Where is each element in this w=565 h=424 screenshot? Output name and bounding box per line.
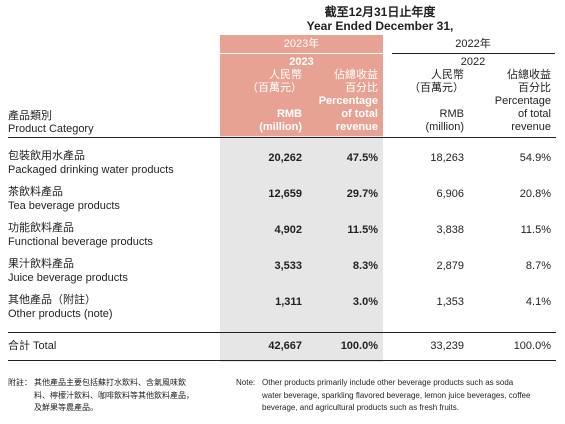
cell-pct-2023: 11.5% bbox=[347, 224, 378, 236]
header-2022-rmb: 人民幣 （百萬元） RMB (million) bbox=[409, 69, 464, 133]
total-label: 合計 Total bbox=[8, 340, 57, 352]
cell-rmb-2022: 18,263 bbox=[430, 152, 464, 164]
cell-pct-2023: 8.3% bbox=[352, 260, 378, 272]
column-2023-body-band bbox=[220, 136, 383, 362]
total-rmb-2022: 33,239 bbox=[430, 340, 464, 352]
cell-rmb-2023: 1,311 bbox=[275, 296, 302, 308]
cell-pct-2022: 20.8% bbox=[519, 188, 551, 200]
table-row-label: 果汁飲料產品 Juice beverage products bbox=[8, 258, 128, 284]
cell-pct-2022: 11.5% bbox=[520, 224, 551, 236]
year-2022-divider bbox=[392, 53, 555, 54]
total-rmb-2023: 42,667 bbox=[268, 340, 302, 352]
year-2022-en: 2022 bbox=[460, 56, 486, 68]
cell-pct-2023: 29.7% bbox=[346, 188, 378, 200]
cell-rmb-2023: 20,262 bbox=[268, 152, 302, 164]
cell-pct-2023: 47.5% bbox=[346, 152, 378, 164]
cell-rmb-2022: 2,879 bbox=[436, 260, 464, 272]
cell-pct-2022: 4.1% bbox=[525, 296, 551, 308]
category-header: 產品類別 Product Category bbox=[8, 110, 94, 135]
cell-pct-2022: 8.7% bbox=[525, 260, 551, 272]
header-2023-percentage: 佔總收益 百分比 Percentage of total revenue bbox=[318, 69, 378, 133]
cell-rmb-2022: 3,838 bbox=[436, 224, 464, 236]
cell-rmb-2022: 1,353 bbox=[436, 296, 464, 308]
header-rule bbox=[8, 137, 556, 138]
column-2023-header-band bbox=[220, 35, 383, 136]
note-en-label: Note: bbox=[236, 378, 256, 387]
cell-rmb-2023: 3,533 bbox=[274, 260, 302, 272]
cell-rmb-2022: 6,906 bbox=[436, 188, 464, 200]
header-2022-percentage: 佔總收益 百分比 Percentage of total revenue bbox=[494, 69, 551, 133]
total-pct-2023: 100.0% bbox=[340, 340, 378, 352]
note-zh-label: 附註： bbox=[8, 378, 32, 387]
table-row-label: 其他產品（附註） Other products (note) bbox=[8, 294, 113, 320]
total-pct-2022: 100.0% bbox=[513, 340, 551, 352]
year-2023-zh: 2023年 bbox=[283, 38, 320, 50]
cell-rmb-2023: 12,659 bbox=[268, 188, 302, 200]
note-en-text: Other products primarily include other b… bbox=[262, 378, 531, 412]
header-2023-rmb: 人民幣 （百萬元） RMB (million) bbox=[247, 69, 302, 133]
heading-en: Year Ended December 31, bbox=[306, 19, 454, 33]
cell-pct-2023: 3.0% bbox=[352, 296, 378, 308]
note-zh-text: 其他產品主要包括蘇打水飲料、含氣風味飲 料、檸檬汁飲料、咖啡飲料等其他飲料產品，… bbox=[34, 378, 194, 412]
year-2023-divider bbox=[220, 53, 383, 54]
table-row-label: 包裝飲用水產品 Packaged drinking water products bbox=[8, 150, 174, 176]
table-row-label: 茶飲料產品 Tea beverage products bbox=[8, 186, 120, 212]
heading-zh: 截至12月31日止年度 bbox=[324, 5, 436, 19]
total-top-rule bbox=[8, 332, 556, 333]
table-row-label: 功能飲料產品 Functional beverage products bbox=[8, 222, 153, 248]
cell-rmb-2023: 4,902 bbox=[274, 224, 302, 236]
year-2022-zh: 2022年 bbox=[455, 38, 491, 50]
year-2023-en: 2023 bbox=[289, 56, 314, 68]
total-bottom-rule bbox=[8, 360, 556, 361]
cell-pct-2022: 54.9% bbox=[519, 152, 551, 164]
